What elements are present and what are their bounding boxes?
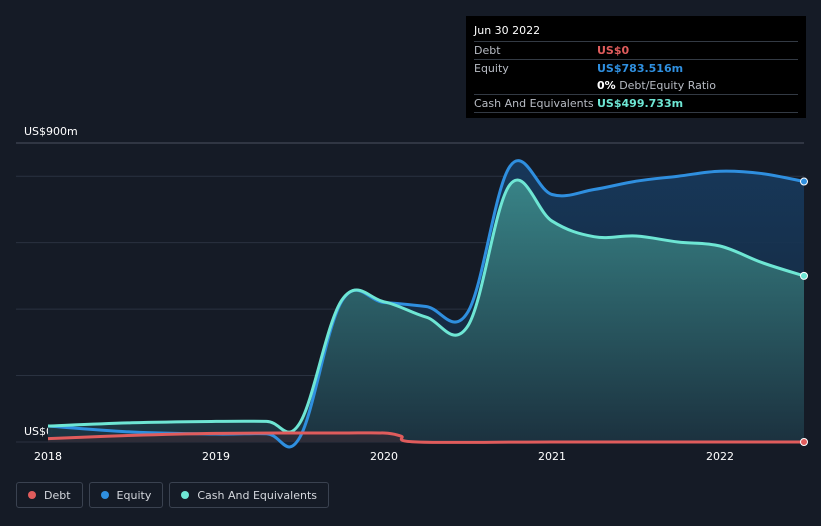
legend: Debt Equity Cash And Equivalents (16, 482, 329, 508)
tooltip-debt-label: Debt (474, 44, 501, 57)
debt-line (47, 431, 804, 444)
x-tick-label: 2021 (538, 450, 566, 463)
x-tick-label: 2019 (202, 450, 230, 463)
legend-dot-icon (28, 491, 36, 499)
legend-label: Equity (116, 488, 152, 502)
tooltip-panel: Jun 30 2022 Debt US$0 Equity US$783.516m… (466, 16, 806, 118)
legend-label: Debt (44, 488, 71, 502)
tooltip-row-ratio: 0% Debt/Equity Ratio (474, 77, 798, 94)
legend-dot-icon (181, 491, 190, 499)
tooltip-cash-label: Cash And Equivalents (474, 97, 594, 110)
tooltip-row-debt: Debt US$0 (474, 41, 798, 59)
tooltip-debt-value: US$0 (597, 44, 630, 57)
tooltip-cash-value: US$499.733m (597, 97, 684, 110)
y-axis-zero-label: US$0 (24, 425, 54, 438)
tooltip-equity-label: Equity (474, 62, 509, 75)
tooltip-date: Jun 30 2022 (474, 24, 541, 37)
legend-dot-icon (100, 491, 109, 499)
cash-and-equivalents-end-marker (800, 271, 808, 280)
debt-end-marker (800, 438, 808, 446)
tooltip-ratio-label: Debt/Equity Ratio (619, 79, 716, 92)
y-axis-top-label: US$900m (24, 125, 78, 138)
x-tick-label: 2020 (370, 450, 398, 463)
cash-area (48, 180, 804, 443)
cash-and-equivalents-line (47, 178, 805, 434)
tooltip-row-equity: Equity US$783.516m (474, 59, 798, 77)
tooltip-row-cash: Cash And Equivalents US$499.733m (474, 94, 798, 113)
legend-label: Cash And Equivalents (197, 488, 317, 502)
tooltip-ratio-value: 0% (597, 79, 616, 92)
legend-item-equity[interactable]: Equity (88, 482, 164, 508)
legend-item-debt[interactable]: Debt (16, 482, 83, 508)
x-tick-label: 2022 (706, 450, 734, 463)
tooltip-equity-value: US$783.516m (597, 62, 684, 75)
equity-end-marker (800, 177, 808, 186)
legend-item-cash-and-equivalents[interactable]: Cash And Equivalents (169, 482, 329, 508)
x-tick-label: 2018 (34, 450, 62, 463)
